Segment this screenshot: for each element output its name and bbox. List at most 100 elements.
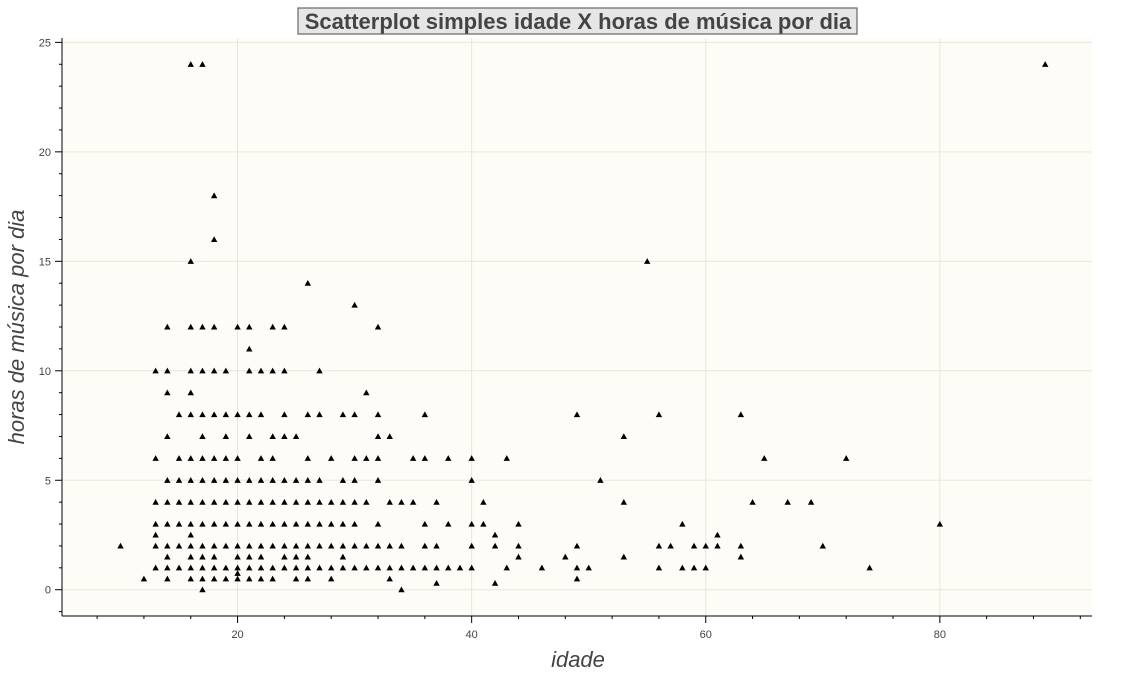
data-point bbox=[316, 542, 323, 549]
data-point bbox=[386, 564, 393, 571]
data-point bbox=[304, 477, 311, 483]
data-point bbox=[936, 520, 944, 527]
title-box bbox=[297, 7, 858, 35]
data-point bbox=[702, 564, 709, 571]
data-point bbox=[281, 367, 288, 374]
data-point bbox=[316, 477, 323, 483]
data-point bbox=[210, 498, 218, 505]
data-point bbox=[281, 542, 288, 549]
data-point bbox=[117, 542, 124, 549]
data-point bbox=[281, 477, 288, 483]
data-point bbox=[175, 455, 183, 461]
data-point bbox=[187, 531, 194, 538]
data-point bbox=[620, 553, 628, 560]
data-point bbox=[515, 542, 522, 549]
data-point bbox=[175, 411, 183, 418]
data-point bbox=[468, 564, 475, 571]
data-point bbox=[468, 542, 475, 549]
data-point bbox=[351, 498, 358, 505]
data-point bbox=[573, 411, 581, 418]
data-point bbox=[210, 477, 218, 483]
data-point bbox=[690, 564, 698, 571]
data-point bbox=[304, 455, 311, 461]
data-point bbox=[246, 345, 253, 352]
data-point bbox=[187, 411, 194, 418]
data-point bbox=[737, 553, 745, 560]
data-point bbox=[597, 477, 604, 483]
data-point bbox=[187, 323, 194, 330]
tick-marks: 20 40 60 80 0 5 10 15 20 25 bbox=[39, 37, 1081, 641]
data-point bbox=[304, 411, 311, 418]
data-point bbox=[187, 258, 194, 264]
data-point bbox=[199, 564, 206, 571]
data-point bbox=[304, 498, 311, 505]
data-point bbox=[269, 542, 276, 549]
data-point bbox=[468, 477, 475, 483]
data-point bbox=[866, 564, 873, 571]
data-point bbox=[175, 520, 183, 527]
data-point bbox=[386, 575, 393, 582]
data-point bbox=[199, 367, 206, 374]
data-point bbox=[269, 367, 276, 374]
data-point bbox=[292, 498, 300, 505]
data-point bbox=[175, 542, 183, 549]
data-point bbox=[269, 433, 276, 440]
data-point bbox=[351, 564, 358, 571]
data-point bbox=[456, 564, 464, 571]
data-point bbox=[304, 542, 311, 549]
data-point bbox=[328, 520, 335, 527]
data-point bbox=[234, 542, 241, 549]
data-point bbox=[433, 542, 440, 549]
y-tick-label: 10 bbox=[39, 366, 51, 378]
data-point bbox=[234, 477, 241, 483]
data-point bbox=[1041, 61, 1049, 67]
data-point bbox=[187, 477, 194, 483]
data-point bbox=[222, 498, 230, 505]
data-point bbox=[480, 498, 487, 505]
data-point bbox=[210, 575, 218, 582]
data-point bbox=[573, 575, 581, 582]
data-point bbox=[292, 542, 300, 549]
data-point bbox=[538, 564, 546, 571]
data-point bbox=[199, 477, 206, 483]
data-point bbox=[737, 411, 745, 418]
data-point bbox=[503, 455, 510, 461]
data-point bbox=[421, 411, 429, 418]
data-point bbox=[351, 542, 358, 549]
x-tick-label: 60 bbox=[700, 629, 712, 641]
data-point bbox=[573, 542, 581, 549]
data-point bbox=[351, 301, 358, 308]
data-point bbox=[210, 236, 218, 242]
data-point bbox=[374, 323, 382, 330]
data-point bbox=[807, 498, 815, 505]
data-point bbox=[140, 575, 148, 582]
data-point bbox=[187, 498, 194, 505]
data-point bbox=[187, 389, 194, 396]
data-point bbox=[164, 367, 171, 374]
data-point bbox=[281, 323, 288, 330]
data-point bbox=[292, 553, 300, 560]
data-point bbox=[187, 564, 194, 571]
data-point bbox=[644, 258, 651, 264]
y-tick-label: 15 bbox=[39, 256, 51, 268]
data-point bbox=[199, 542, 206, 549]
data-point bbox=[409, 455, 417, 461]
data-point bbox=[257, 564, 265, 571]
data-point bbox=[374, 411, 382, 418]
data-point bbox=[199, 586, 206, 593]
data-point bbox=[175, 498, 183, 505]
data-point bbox=[257, 455, 265, 461]
data-point bbox=[187, 367, 194, 374]
data-point bbox=[491, 579, 499, 586]
data-point bbox=[234, 575, 241, 582]
data-point bbox=[515, 520, 522, 527]
data-point bbox=[433, 564, 440, 571]
data-point bbox=[257, 542, 265, 549]
data-point bbox=[819, 542, 826, 549]
data-point bbox=[749, 498, 756, 505]
data-point bbox=[292, 477, 300, 483]
data-point bbox=[222, 542, 230, 549]
data-point bbox=[246, 553, 253, 560]
data-point bbox=[304, 553, 311, 560]
data-point bbox=[164, 542, 171, 549]
